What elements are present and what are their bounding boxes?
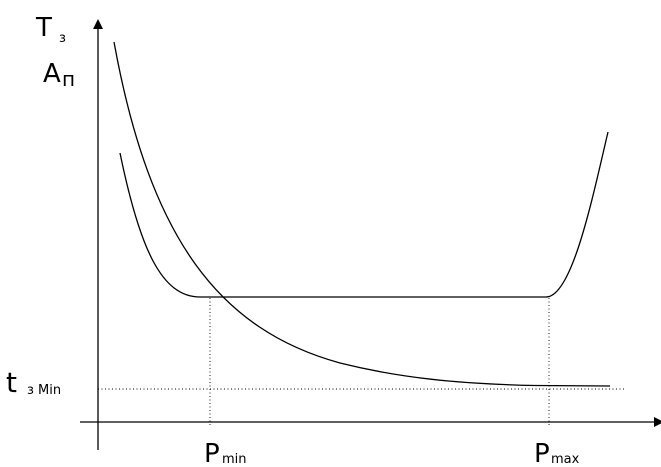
y-axis-label-top-subscript: з	[59, 31, 66, 46]
y-axis-label-bottom: А	[43, 59, 61, 89]
decreasing-curve	[113, 41, 611, 387]
p-max-subscript: max	[551, 452, 580, 467]
p-min-subscript: min	[222, 452, 247, 467]
y-axis-label-top: T	[35, 13, 52, 43]
p-max-label: P	[534, 439, 550, 467]
p-min-label: P	[204, 439, 220, 467]
t-min-subscript: з Min	[27, 383, 61, 398]
t-min-label: t	[6, 366, 17, 399]
u-shaped-curve	[119, 131, 609, 298]
y-axis-label-bottom-subscript: п	[62, 67, 75, 91]
